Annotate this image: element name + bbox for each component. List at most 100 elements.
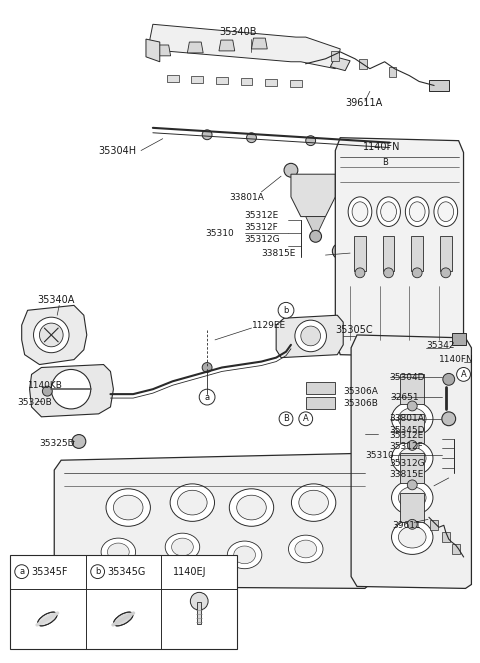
Ellipse shape xyxy=(352,202,368,221)
Ellipse shape xyxy=(377,197,400,227)
Ellipse shape xyxy=(299,490,328,515)
Ellipse shape xyxy=(392,402,433,436)
Polygon shape xyxy=(22,306,87,365)
Ellipse shape xyxy=(392,481,433,515)
Circle shape xyxy=(278,302,294,318)
Circle shape xyxy=(199,389,215,405)
Ellipse shape xyxy=(291,484,336,521)
Text: 35306A: 35306A xyxy=(343,387,378,396)
Text: 33815E: 33815E xyxy=(390,471,424,479)
Text: 32651: 32651 xyxy=(391,392,419,402)
Ellipse shape xyxy=(228,541,262,569)
Circle shape xyxy=(42,387,52,396)
Ellipse shape xyxy=(392,520,433,554)
Text: 33815E: 33815E xyxy=(261,249,296,258)
Text: a: a xyxy=(19,567,24,576)
Bar xyxy=(10,555,237,648)
Text: 35325D: 35325D xyxy=(39,439,75,448)
Text: b: b xyxy=(95,567,100,576)
Text: 39611: 39611 xyxy=(393,521,421,530)
Bar xyxy=(442,532,450,542)
Polygon shape xyxy=(146,39,160,62)
Text: 1140KB: 1140KB xyxy=(28,381,62,390)
Polygon shape xyxy=(330,57,350,71)
Text: A: A xyxy=(461,370,467,379)
Text: 1140FN: 1140FN xyxy=(363,142,400,152)
Ellipse shape xyxy=(108,543,129,561)
Circle shape xyxy=(360,139,370,149)
Ellipse shape xyxy=(234,546,255,564)
Circle shape xyxy=(332,243,348,259)
Text: 35345D: 35345D xyxy=(390,426,425,435)
Text: 35345F: 35345F xyxy=(32,567,68,577)
Text: 35340A: 35340A xyxy=(37,296,75,306)
Ellipse shape xyxy=(409,202,425,221)
Text: 35304D: 35304D xyxy=(390,373,425,382)
Circle shape xyxy=(408,440,417,450)
Ellipse shape xyxy=(178,490,207,515)
Ellipse shape xyxy=(101,538,136,566)
Bar xyxy=(240,78,252,86)
Circle shape xyxy=(310,231,322,242)
Text: 35320B: 35320B xyxy=(18,398,52,406)
Ellipse shape xyxy=(37,612,57,626)
Ellipse shape xyxy=(229,489,274,526)
Circle shape xyxy=(295,320,326,351)
Circle shape xyxy=(15,565,29,579)
Polygon shape xyxy=(276,315,343,357)
Circle shape xyxy=(284,163,298,177)
Ellipse shape xyxy=(295,540,317,558)
Ellipse shape xyxy=(170,484,215,521)
Ellipse shape xyxy=(438,202,454,221)
Text: 39611A: 39611A xyxy=(345,98,383,108)
Circle shape xyxy=(34,317,69,353)
Bar xyxy=(430,520,438,530)
Ellipse shape xyxy=(172,538,193,556)
Circle shape xyxy=(355,268,365,278)
Text: A: A xyxy=(303,414,309,423)
Ellipse shape xyxy=(392,441,433,475)
Polygon shape xyxy=(291,174,336,217)
Circle shape xyxy=(247,133,256,143)
Bar xyxy=(452,544,459,554)
Polygon shape xyxy=(306,217,325,233)
Text: 33801A: 33801A xyxy=(390,414,424,423)
Circle shape xyxy=(384,268,394,278)
Bar xyxy=(400,375,424,404)
Ellipse shape xyxy=(113,495,143,520)
Text: 35312F: 35312F xyxy=(245,223,278,232)
Ellipse shape xyxy=(165,533,200,561)
Circle shape xyxy=(72,434,86,448)
Bar xyxy=(265,78,277,86)
Text: 33801A: 33801A xyxy=(229,194,264,202)
Ellipse shape xyxy=(398,487,426,509)
Circle shape xyxy=(443,373,455,385)
Text: 35305C: 35305C xyxy=(336,325,373,335)
Ellipse shape xyxy=(237,495,266,520)
Bar xyxy=(290,80,302,88)
Bar xyxy=(440,236,452,271)
Circle shape xyxy=(441,268,451,278)
Text: b: b xyxy=(283,306,288,315)
Bar xyxy=(404,426,424,444)
Text: 35312E: 35312E xyxy=(245,211,279,220)
Circle shape xyxy=(39,323,63,347)
Bar xyxy=(306,383,336,394)
Bar xyxy=(331,51,339,61)
Polygon shape xyxy=(252,38,267,49)
Circle shape xyxy=(299,412,312,426)
Text: 35310: 35310 xyxy=(205,229,234,238)
Bar xyxy=(411,236,423,271)
Text: 35345G: 35345G xyxy=(108,567,146,577)
Bar xyxy=(400,493,424,522)
Bar xyxy=(359,59,367,69)
Ellipse shape xyxy=(288,535,323,563)
Bar xyxy=(429,80,449,91)
Bar xyxy=(389,67,396,76)
Circle shape xyxy=(408,519,417,529)
Circle shape xyxy=(191,592,208,610)
Polygon shape xyxy=(336,138,464,357)
Circle shape xyxy=(408,401,417,411)
Polygon shape xyxy=(155,45,170,56)
Circle shape xyxy=(279,412,293,426)
